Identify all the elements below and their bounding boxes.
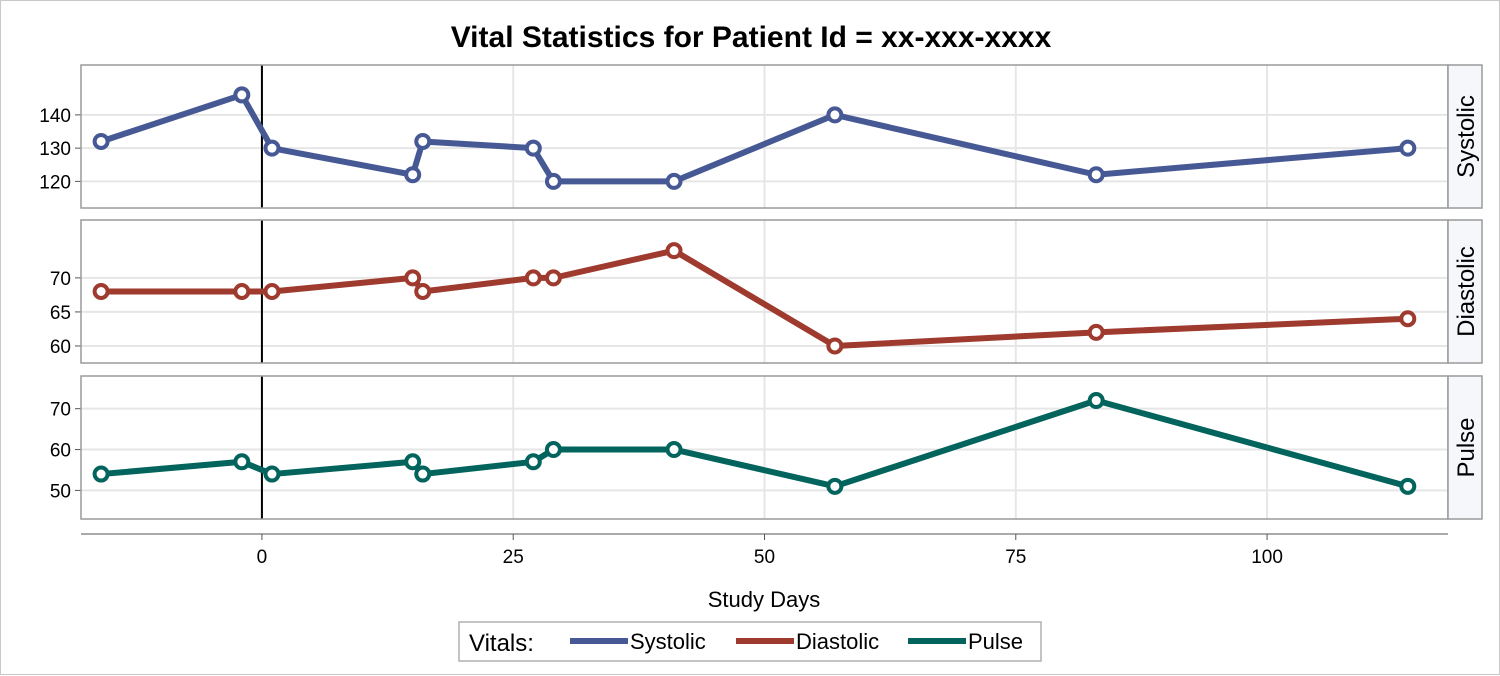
data-point-pulse xyxy=(414,465,432,483)
data-point-diastolic xyxy=(414,283,432,300)
strip-box xyxy=(1447,219,1483,364)
strip-label-systolic: Systolic xyxy=(1453,95,1480,178)
panel-pulse: 50 60 70 Pulse xyxy=(50,375,1483,520)
data-point-systolic xyxy=(92,132,110,150)
panels: 120 130 140 Systolic 60 65 70 Diastolic 50 60 70 Pu… xyxy=(39,64,1483,520)
x-tick-label: 25 xyxy=(503,547,524,568)
y-tick-label: 130 xyxy=(39,139,71,160)
panel-diastolic: 60 65 70 Diastolic xyxy=(50,219,1483,364)
x-tick-label: 100 xyxy=(1251,547,1283,568)
data-point-systolic xyxy=(665,172,683,190)
strip-label-pulse: Pulse xyxy=(1453,417,1480,477)
strip-label-diastolic: Diastolic xyxy=(1453,246,1480,337)
x-axis-title: Study Days xyxy=(708,587,821,612)
legend-label-systolic: Systolic xyxy=(630,629,706,654)
legend-label-pulse: Pulse xyxy=(968,629,1023,654)
legend-title: Vitals: xyxy=(469,630,534,657)
strip-box xyxy=(1447,64,1483,209)
data-point-pulse xyxy=(544,441,562,459)
data-point-pulse xyxy=(92,465,110,483)
data-point-pulse xyxy=(1399,477,1417,495)
data-point-pulse xyxy=(524,453,542,471)
strip-box xyxy=(1447,375,1483,520)
data-point-diastolic xyxy=(1399,310,1417,328)
data-point-pulse xyxy=(404,453,422,471)
data-point-pulse xyxy=(1087,392,1105,410)
data-point-diastolic xyxy=(1087,323,1105,341)
data-point-diastolic xyxy=(404,269,422,287)
data-point-pulse xyxy=(826,477,844,495)
data-point-systolic xyxy=(1087,166,1105,184)
data-point-diastolic xyxy=(826,337,844,355)
data-point-diastolic xyxy=(92,283,110,300)
y-tick-label: 120 xyxy=(39,172,71,193)
chart-title: Vital Statistics for Patient Id = xx-xxx… xyxy=(451,21,1052,54)
data-point-diastolic xyxy=(524,269,542,287)
y-tick-label: 60 xyxy=(50,337,71,358)
y-tick-label: 65 xyxy=(50,303,71,324)
x-tick-label: 50 xyxy=(754,547,775,568)
y-tick-label: 140 xyxy=(39,106,71,127)
x-axis: 0 25 50 75 100 xyxy=(81,533,1448,568)
x-tick-label: 0 xyxy=(257,547,268,568)
data-point-pulse xyxy=(263,465,281,483)
x-tick-label: 75 xyxy=(1005,547,1026,568)
data-point-systolic xyxy=(263,139,281,157)
data-point-systolic xyxy=(1399,139,1417,157)
data-point-systolic xyxy=(404,166,422,184)
panel-systolic: 120 130 140 Systolic xyxy=(39,64,1483,209)
data-point-diastolic xyxy=(544,269,562,287)
data-point-diastolic xyxy=(233,283,251,300)
data-point-pulse xyxy=(665,441,683,459)
y-tick-label: 70 xyxy=(50,269,71,290)
legend: Vitals: Systolic Diastolic Pulse xyxy=(458,621,1042,662)
legend-label-diastolic: Diastolic xyxy=(796,629,879,654)
data-point-systolic xyxy=(233,86,251,104)
y-tick-label: 60 xyxy=(50,441,71,462)
data-point-systolic xyxy=(524,139,542,157)
data-point-diastolic xyxy=(665,242,683,260)
data-point-pulse xyxy=(233,453,251,471)
data-point-diastolic xyxy=(263,283,281,300)
data-point-systolic xyxy=(544,172,562,190)
y-tick-label: 50 xyxy=(50,481,71,502)
data-point-systolic xyxy=(414,132,432,150)
data-point-systolic xyxy=(826,106,844,124)
y-tick-label: 70 xyxy=(50,400,71,421)
